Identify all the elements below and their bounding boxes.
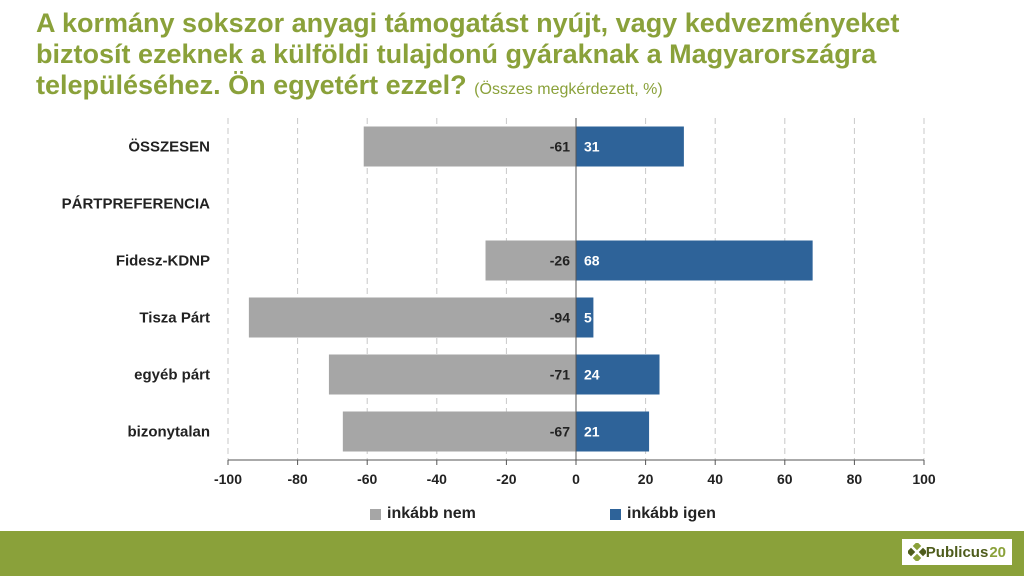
data-label: -94 [550, 310, 570, 326]
page-title: A kormány sokszor anyagi támogatást nyúj… [36, 8, 996, 105]
x-tick-label: -80 [287, 471, 307, 487]
category-label: egyéb párt [134, 367, 210, 384]
legend-swatch-yes [610, 508, 621, 520]
logo-text: Publicus [925, 543, 989, 561]
legend-label-no: inkább nem [387, 505, 476, 522]
x-tick-label: 0 [572, 471, 580, 487]
category-label: bizonytalan [127, 424, 210, 441]
logo-number: 20 [989, 543, 1006, 561]
legend-label-yes: inkább igen [627, 505, 716, 522]
data-label: -26 [550, 253, 570, 269]
data-label: -71 [550, 367, 570, 383]
category-label: ÖSSZESEN [128, 139, 210, 156]
bar [576, 297, 594, 338]
legend-item-yes: inkább igen [610, 505, 716, 523]
x-tick-label: 40 [707, 471, 723, 487]
footer-bar: Publicus 20 [0, 531, 1024, 576]
x-tick-label: 20 [638, 471, 654, 487]
data-label: -67 [550, 424, 570, 440]
data-label: 5 [584, 310, 592, 326]
title-subtitle: (Összes megkérdezett, %) [474, 81, 663, 98]
category-label: Fidesz-KDNP [116, 253, 210, 270]
bar [363, 126, 576, 167]
data-label: 31 [584, 139, 600, 155]
title-main: A kormány sokszor anyagi támogatást nyúj… [36, 8, 900, 100]
x-tick-label: -100 [214, 471, 242, 487]
x-tick-label: -20 [496, 471, 516, 487]
category-label: PÁRTPREFERENCIA [62, 196, 211, 213]
data-label: 21 [584, 424, 600, 440]
category-label: Tisza Párt [139, 310, 210, 327]
x-tick-label: 80 [847, 471, 863, 487]
bar [328, 354, 576, 395]
bar [576, 411, 650, 452]
legend-item-no: inkább nem [370, 505, 476, 523]
bar [485, 240, 576, 281]
data-label: 24 [584, 367, 600, 383]
bar [248, 297, 576, 338]
bar [576, 354, 660, 395]
x-tick-label: -40 [427, 471, 447, 487]
data-label: 68 [584, 253, 600, 269]
data-label: -61 [550, 139, 570, 155]
bar [342, 411, 576, 452]
x-tick-label: 60 [777, 471, 793, 487]
bar [576, 240, 813, 281]
bar [576, 126, 684, 167]
legend-swatch-no [370, 508, 381, 520]
publicus-logo: Publicus 20 [901, 539, 1012, 565]
x-tick-label: -60 [357, 471, 377, 487]
x-tick-label: 100 [912, 471, 936, 487]
bar-chart: -61 -26 -94 -71 -67 31 68 5 24 21 -100 -80 -60 -40 -20… [62, 118, 936, 487]
diamond-cluster-icon [907, 543, 926, 561]
